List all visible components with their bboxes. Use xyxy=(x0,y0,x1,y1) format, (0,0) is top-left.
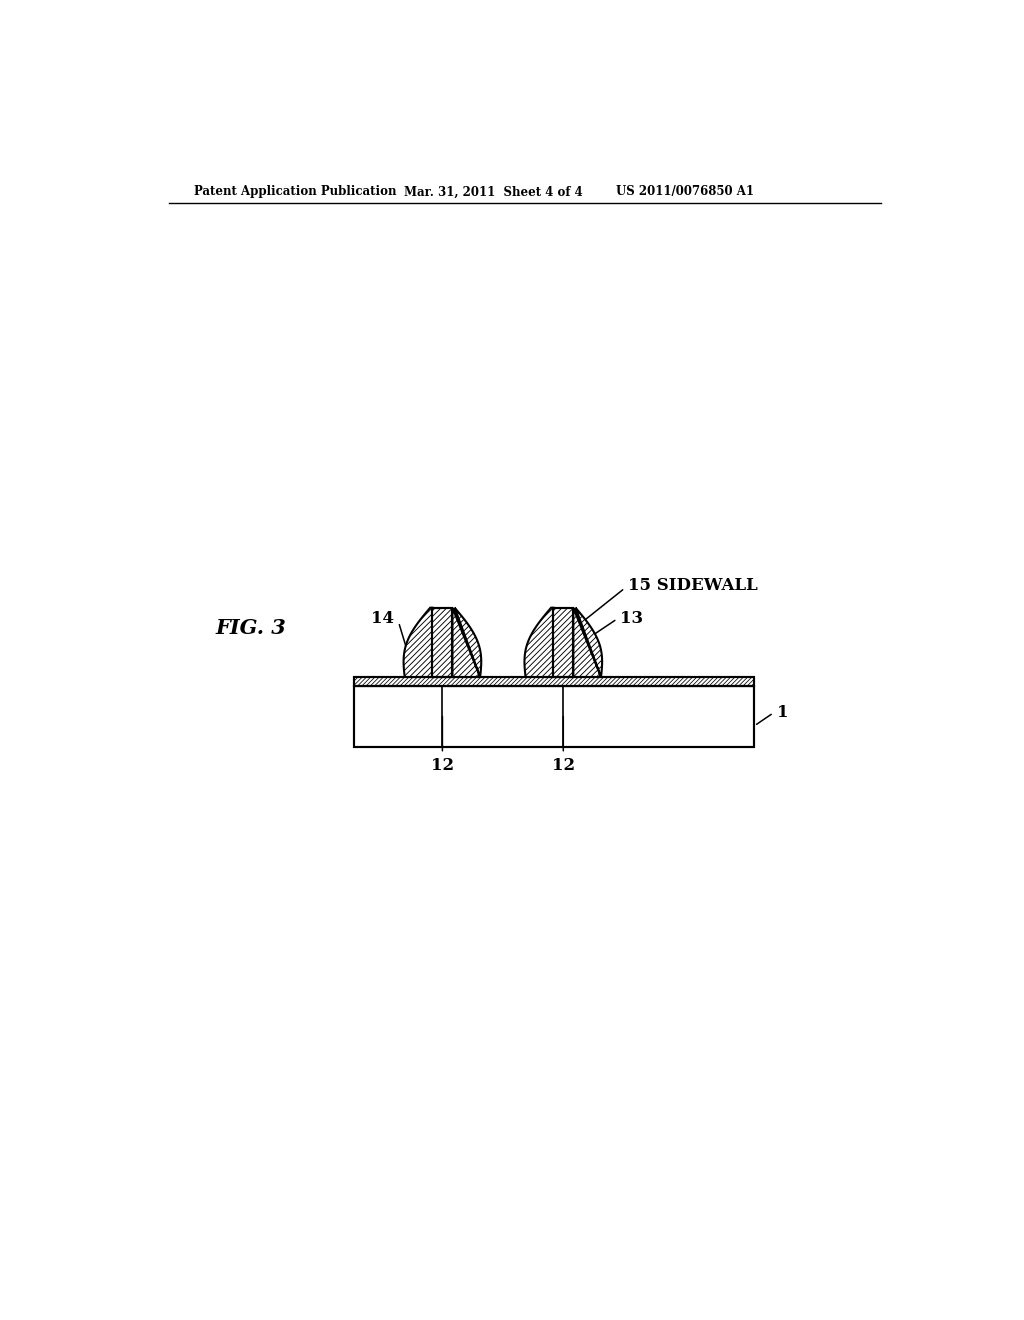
Bar xyxy=(354,686,755,747)
Text: 12: 12 xyxy=(431,756,454,774)
Polygon shape xyxy=(403,607,432,677)
Bar xyxy=(432,607,453,677)
Bar xyxy=(354,677,755,686)
Polygon shape xyxy=(573,607,602,677)
Text: 13: 13 xyxy=(620,610,643,627)
Bar xyxy=(354,686,755,747)
Polygon shape xyxy=(524,607,553,677)
Text: FIG. 3: FIG. 3 xyxy=(215,618,286,638)
Bar xyxy=(354,677,755,686)
Text: 14: 14 xyxy=(371,610,394,627)
Text: Mar. 31, 2011  Sheet 4 of 4: Mar. 31, 2011 Sheet 4 of 4 xyxy=(403,185,583,198)
Polygon shape xyxy=(453,607,481,677)
Text: 15 SIDEWALL: 15 SIDEWALL xyxy=(628,577,758,594)
Text: US 2011/0076850 A1: US 2011/0076850 A1 xyxy=(615,185,754,198)
Bar xyxy=(553,607,573,677)
Text: 12: 12 xyxy=(552,756,574,774)
Bar xyxy=(553,607,573,677)
Text: Patent Application Publication: Patent Application Publication xyxy=(194,185,396,198)
Bar xyxy=(432,607,453,677)
Text: 1: 1 xyxy=(777,705,788,721)
